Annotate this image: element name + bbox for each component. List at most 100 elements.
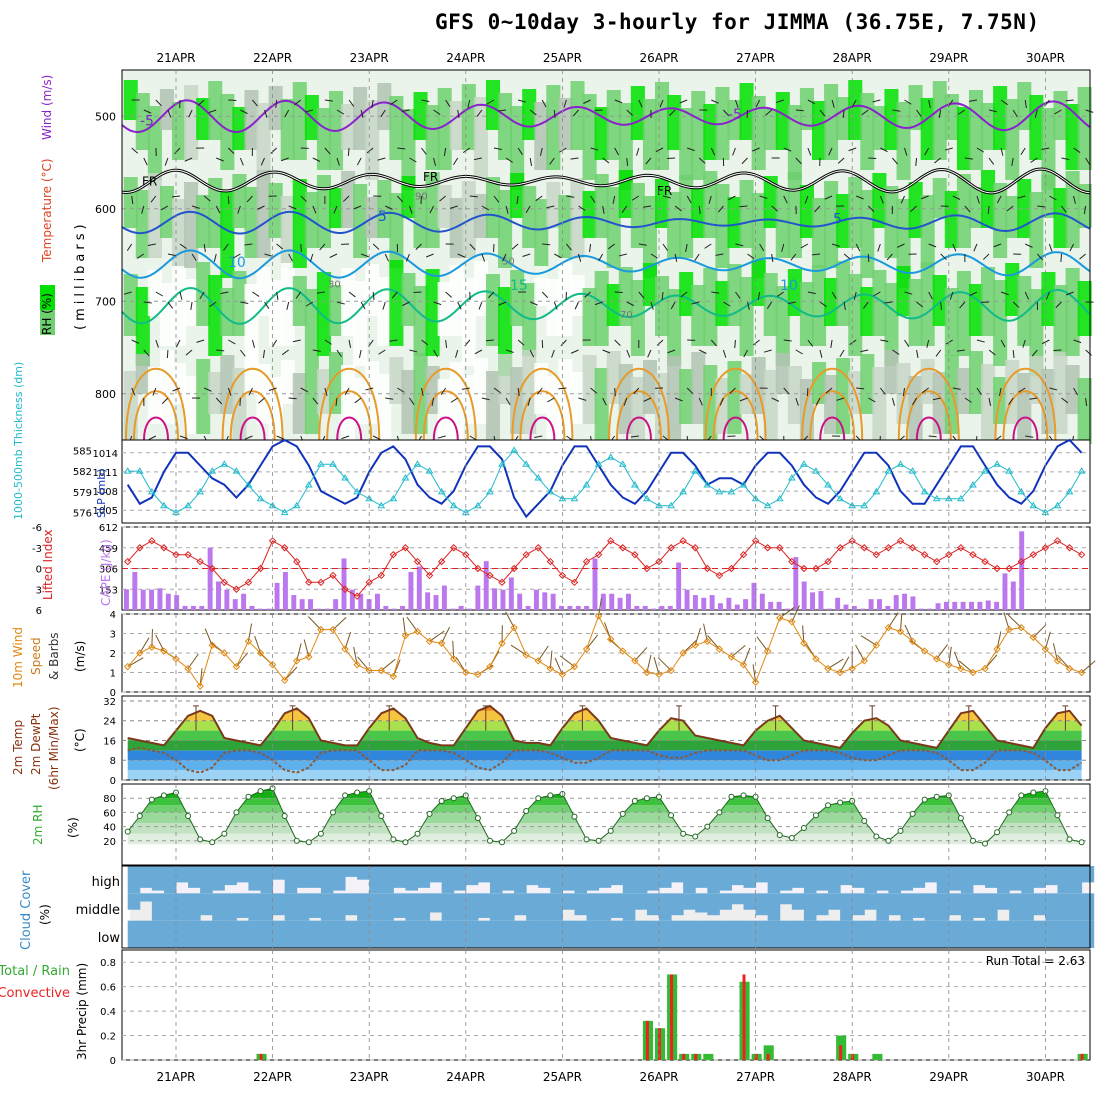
wind-barb (348, 291, 356, 298)
data-point (824, 480, 832, 488)
wind-barb (868, 157, 877, 160)
cloud-bar (646, 920, 660, 948)
wind-barb (443, 147, 447, 156)
data-point (522, 651, 530, 659)
data-point (389, 672, 398, 681)
rh-cell (437, 379, 452, 444)
rh-cell (667, 95, 682, 150)
rh-cell (389, 357, 404, 404)
data-point (920, 550, 929, 559)
data-point (220, 578, 229, 587)
data-point (969, 480, 977, 488)
cloud-bar (828, 893, 841, 910)
temp-contour-line (608, 367, 670, 441)
wind-barb (227, 147, 235, 155)
rh-cell (473, 97, 488, 180)
data-point (245, 793, 252, 800)
contour-label: 5 (378, 209, 387, 225)
rh-cell (763, 176, 778, 228)
rh-cell (667, 356, 682, 444)
data-point (981, 467, 989, 474)
data-point (619, 810, 626, 817)
wind-barb (191, 253, 197, 262)
rh-cell (993, 183, 1008, 258)
data-point (800, 460, 808, 467)
temp2m-axis-label: 2m Temp (11, 720, 25, 775)
wind-barb (131, 339, 140, 344)
cloud-bar (659, 893, 672, 921)
data-point (920, 487, 929, 495)
wind-barb (305, 301, 314, 307)
wind-barb (559, 147, 567, 153)
rh-cell (872, 270, 887, 336)
temp-contour-line (326, 390, 373, 441)
data-point (232, 467, 241, 474)
wind-barb (756, 636, 769, 652)
date-tick-bottom: 25APR (543, 1070, 582, 1084)
rh-cell (292, 373, 307, 434)
cape-bar (793, 557, 799, 610)
rh-cell (811, 198, 827, 268)
cloud-bar (405, 920, 418, 948)
data-point (1029, 633, 1038, 642)
data-point (1041, 544, 1050, 552)
wind-barb (783, 195, 788, 204)
wind-barb (643, 397, 652, 402)
cloud-bar (924, 893, 938, 921)
cloud-bar (127, 893, 141, 910)
precip-conv-bar (670, 974, 674, 1060)
wind-barb (892, 157, 898, 165)
cloud-bar (610, 920, 624, 948)
data-point (317, 625, 325, 634)
wind-barb (378, 349, 386, 355)
wind-barb (602, 157, 610, 164)
data-point (631, 798, 638, 805)
data-point (667, 501, 675, 509)
cape-bar (877, 599, 882, 610)
rh-cell (461, 84, 476, 150)
cape-bar (826, 608, 832, 610)
data-point (172, 655, 180, 663)
wind-barb (161, 397, 169, 405)
rh-cell (389, 193, 404, 268)
wind-barb (505, 611, 515, 628)
chart-title: GFS 0~10day 3-hourly for JIMMA (36.75E, … (435, 10, 1040, 34)
rh-cell (630, 86, 645, 140)
cloud-bar (188, 920, 201, 948)
data-point (305, 839, 312, 846)
cape-bar (969, 601, 974, 610)
rh-cell (679, 175, 694, 258)
wind-barb (406, 616, 418, 632)
precip-conv-bar (682, 1053, 686, 1060)
wind-barb (614, 99, 623, 104)
cape-bar (291, 595, 297, 610)
rh-cell (534, 102, 549, 170)
rh-cell (703, 268, 718, 346)
cloud-bar (671, 893, 684, 916)
wind-barb (633, 387, 640, 395)
y-tick-label: 3 (110, 630, 116, 641)
wind-barb (1085, 397, 1088, 407)
rh-cell (836, 261, 851, 326)
data-point (1078, 839, 1085, 846)
data-point (293, 557, 301, 566)
wind-barb (312, 157, 321, 162)
cape-bar (190, 605, 196, 610)
wind-barb (391, 291, 398, 299)
data-point (413, 460, 422, 467)
data-point (209, 839, 216, 846)
wind-barb (534, 435, 543, 439)
cloud-bar (477, 893, 491, 918)
wind-barb (655, 147, 664, 153)
cloud-bar (574, 866, 588, 894)
wind-barb (166, 349, 169, 359)
rh-cell (546, 182, 561, 228)
wind-barb (549, 157, 555, 165)
wind-barb (682, 640, 697, 654)
cloud-bar (948, 893, 962, 916)
wind-barb (319, 243, 326, 251)
rh-cell (848, 80, 863, 140)
rh-cell (582, 94, 597, 180)
data-point (377, 571, 385, 580)
cloud-bar (429, 893, 443, 913)
